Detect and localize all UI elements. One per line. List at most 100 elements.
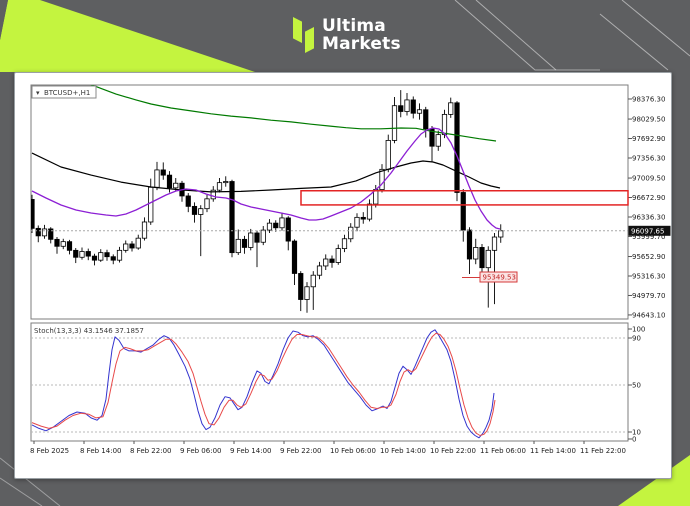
time-axis-label: 8 Feb 14:00 bbox=[80, 447, 121, 455]
candle bbox=[423, 109, 429, 130]
candle bbox=[31, 199, 35, 229]
candle bbox=[260, 229, 266, 243]
lime-wedge bbox=[0, 0, 255, 72]
stoch-axis-label: 50 bbox=[632, 382, 641, 390]
candle bbox=[210, 189, 216, 200]
brand-logo: Ultima Markets bbox=[293, 13, 401, 57]
candle bbox=[354, 216, 360, 228]
price-axis-label: 96672.90 bbox=[632, 194, 665, 202]
candle bbox=[135, 237, 141, 249]
price-axis-label: 95999.70 bbox=[632, 233, 665, 241]
time-axis-label: 8 Feb 22:00 bbox=[130, 447, 171, 455]
candle bbox=[235, 238, 241, 254]
symbol-label-box[interactable]: ▾ BTCUSD+,H1 bbox=[31, 85, 97, 99]
hexagon-outline-shapes bbox=[454, 0, 690, 71]
resistance-zone-rect[interactable] bbox=[300, 189, 629, 206]
candle bbox=[498, 230, 504, 238]
price-axis-label: 98376.30 bbox=[632, 95, 665, 103]
price-axis-label: 98029.50 bbox=[632, 116, 665, 124]
price-axis-label: 97009.50 bbox=[632, 175, 665, 183]
candle bbox=[198, 208, 204, 215]
bottom-right-lime-triangle bbox=[618, 455, 690, 506]
candle bbox=[91, 255, 98, 261]
price-axis-label: 94643.10 bbox=[632, 311, 665, 319]
candle bbox=[110, 256, 116, 261]
price-axis-label: 97356.30 bbox=[632, 154, 665, 162]
candle bbox=[391, 105, 398, 141]
time-axis-label: 11 Feb 06:00 bbox=[480, 447, 526, 455]
price-axis-label: 95652.90 bbox=[632, 253, 665, 261]
candle bbox=[98, 252, 104, 261]
candle bbox=[473, 247, 479, 260]
candle bbox=[285, 217, 291, 242]
candle bbox=[341, 238, 348, 249]
candle bbox=[129, 243, 135, 249]
candles-layer bbox=[31, 90, 504, 313]
ma-fast-purple-line bbox=[31, 127, 501, 230]
candle bbox=[273, 222, 279, 229]
candle bbox=[154, 169, 160, 188]
ma-slow-green-line bbox=[90, 85, 497, 142]
candle bbox=[448, 102, 454, 115]
candle bbox=[335, 248, 341, 263]
candle bbox=[173, 182, 179, 189]
stoch-axis-label: 0 bbox=[632, 436, 636, 444]
candle bbox=[148, 186, 154, 223]
candle bbox=[291, 240, 298, 274]
brand-line2: Markets bbox=[322, 34, 401, 54]
candle bbox=[385, 140, 391, 170]
time-axis-label: 10 Feb 14:00 bbox=[380, 447, 426, 455]
stoch-signal-line bbox=[31, 332, 496, 436]
candle bbox=[79, 251, 85, 258]
candle bbox=[435, 134, 441, 147]
chart-svg[interactable]: 98376.30 98029.50 97692.90 97356.30 97009.50… bbox=[15, 73, 671, 478]
time-axis-label: 10 Feb 06:00 bbox=[330, 447, 376, 455]
stoch-panel[interactable] bbox=[30, 322, 629, 442]
candle bbox=[304, 286, 310, 300]
candle bbox=[441, 113, 448, 136]
brand-logo-icon bbox=[293, 13, 315, 57]
time-axis-label: 11 Feb 14:00 bbox=[530, 447, 576, 455]
stoch-indicator-label: Stoch(13,3,3) 43.1546 37.1857 bbox=[34, 327, 144, 335]
time-axis-label: 9 Feb 06:00 bbox=[180, 447, 221, 455]
candle bbox=[454, 102, 460, 193]
corner-triangle bbox=[0, 0, 8, 40]
candle bbox=[266, 222, 273, 231]
candle bbox=[379, 168, 385, 190]
price-axis-label: 94979.70 bbox=[632, 292, 665, 300]
candle bbox=[366, 203, 373, 220]
low-callout-box[interactable] bbox=[479, 271, 518, 283]
time-axis-label: 9 Feb 22:00 bbox=[280, 447, 321, 455]
time-axis-label: 11 Feb 22:00 bbox=[580, 447, 626, 455]
candle bbox=[204, 198, 210, 210]
current-price-value: 96097.65 bbox=[631, 227, 664, 235]
candle bbox=[66, 241, 73, 251]
candle bbox=[41, 228, 48, 237]
candle bbox=[410, 99, 416, 114]
symbol-label: BTCUSD+,H1 bbox=[44, 89, 90, 97]
candle bbox=[216, 182, 223, 191]
candle bbox=[116, 249, 123, 261]
candle bbox=[323, 258, 329, 267]
low-callout-label: 95349.53 bbox=[483, 274, 516, 282]
symbol-dropdown-icon[interactable]: ▾ bbox=[36, 89, 40, 97]
time-axis-label: 10 Feb 22:00 bbox=[430, 447, 476, 455]
candle bbox=[329, 258, 335, 263]
stoch-axis-label: 90 bbox=[632, 335, 641, 343]
candle bbox=[460, 192, 466, 231]
price-axis-label: 96336.30 bbox=[632, 213, 665, 221]
candle bbox=[223, 181, 229, 184]
stoch-axis-label: 100 bbox=[632, 326, 645, 334]
brand-line1: Ultima bbox=[322, 16, 386, 36]
candle bbox=[316, 265, 323, 276]
price-panel[interactable] bbox=[30, 84, 629, 320]
candle bbox=[298, 273, 304, 300]
bottom-left-outline bbox=[0, 457, 61, 506]
candle bbox=[191, 205, 198, 215]
ma-medium-black-line bbox=[31, 152, 501, 193]
price-axis-label: 95316.30 bbox=[632, 273, 665, 281]
candle bbox=[48, 228, 54, 240]
candle bbox=[485, 249, 491, 269]
chart-window: 98376.30 98029.50 97692.90 97356.30 97009.50… bbox=[14, 72, 672, 479]
